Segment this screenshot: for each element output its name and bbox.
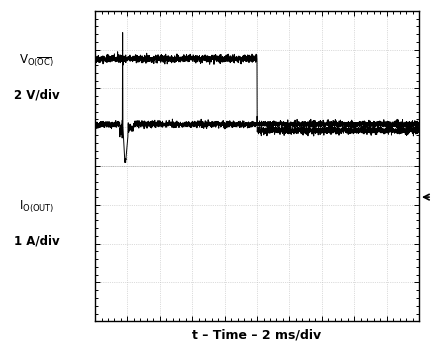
X-axis label: t – Time – 2 ms/div: t – Time – 2 ms/div bbox=[193, 328, 321, 341]
Text: $\mathsf{I_{O(OUT)}}$: $\mathsf{I_{O(OUT)}}$ bbox=[19, 198, 54, 215]
Text: 1 A/div: 1 A/div bbox=[14, 234, 60, 247]
Text: 2 V/div: 2 V/div bbox=[14, 88, 60, 101]
Text: $\mathsf{V_{O(\overline{OC})}}$: $\mathsf{V_{O(\overline{OC})}}$ bbox=[19, 52, 54, 69]
